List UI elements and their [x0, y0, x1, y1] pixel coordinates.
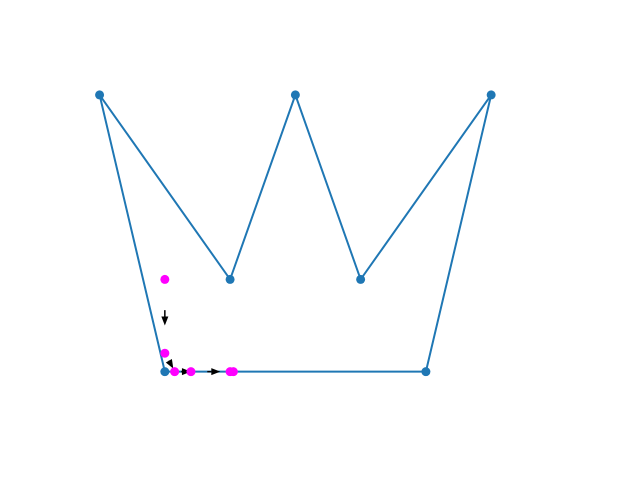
arrowhead-icon	[165, 359, 174, 369]
path-point-3	[186, 367, 196, 377]
point-layer	[160, 274, 238, 377]
arrow-layer	[161, 310, 221, 376]
polygon-vertex-6	[95, 90, 105, 100]
path-point-2	[170, 367, 180, 377]
path-point-1	[160, 348, 170, 358]
polygon-outline	[98, 91, 493, 373]
path-point-0	[160, 274, 170, 284]
polygon-vertex-3	[356, 274, 366, 284]
arrow-3	[207, 368, 221, 376]
polygon-vertex-4	[290, 90, 300, 100]
path-point-5	[228, 367, 238, 377]
arrow-0	[161, 310, 169, 326]
polygon-vertex-5	[225, 274, 235, 284]
arrow-1	[165, 359, 174, 369]
polygon-vertex-2	[486, 90, 496, 100]
polygon-layer	[98, 91, 493, 373]
vertex-layer	[95, 90, 496, 377]
arrowhead-icon	[211, 368, 221, 376]
arrowhead-icon	[161, 316, 169, 326]
polygon-vertex-0	[160, 367, 170, 377]
polygon-vertex-1	[421, 367, 431, 377]
